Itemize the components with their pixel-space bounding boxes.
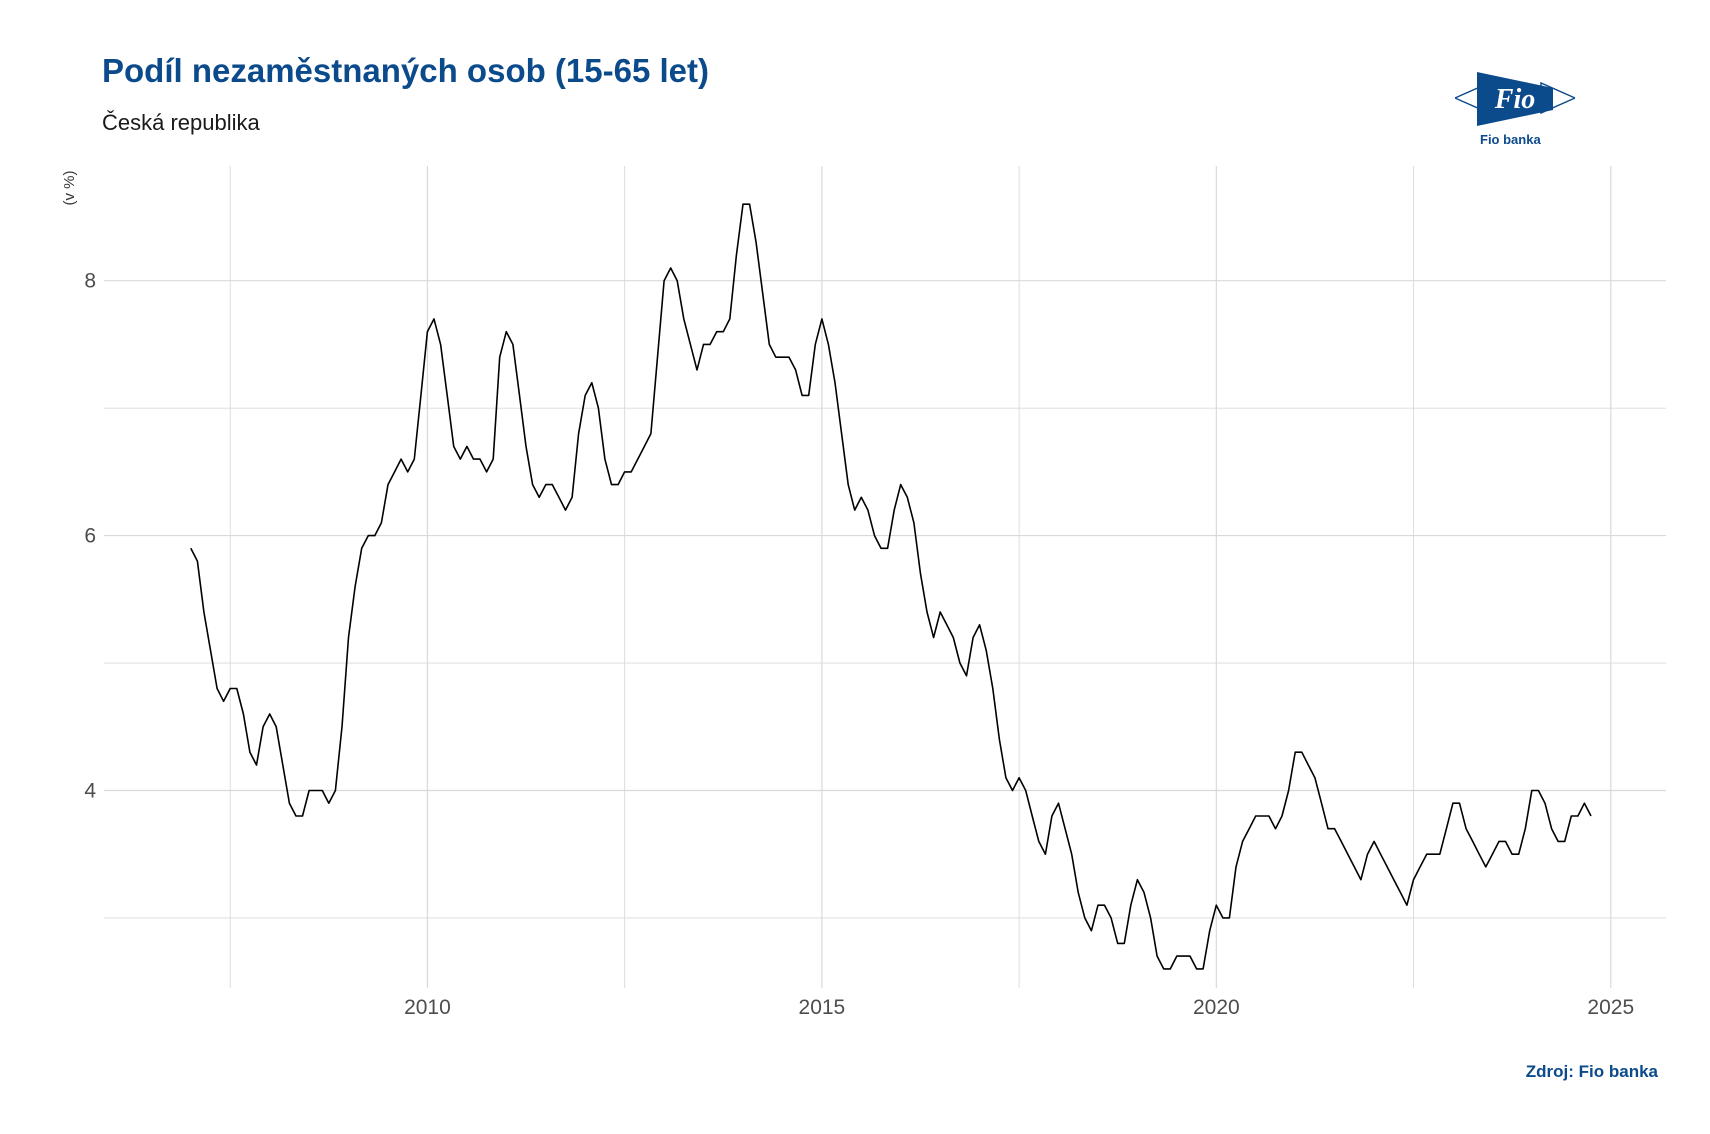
logo-bank-name: Fio banka [1480,132,1541,147]
chart-title: Podíl nezaměstnaných osob (15-65 let) [102,52,709,89]
y-axis-label: (v %) [61,171,78,206]
x-tick-label: 2010 [404,996,451,1019]
x-tick-label: 2020 [1193,996,1240,1019]
source-note: Zdroj: Fio banka [1525,1062,1658,1081]
y-axis-ticks: 4 6 8 [84,270,96,803]
y-tick-label: 6 [84,525,96,548]
y-tick-label: 4 [84,779,96,802]
x-axis-ticks: 2010 2015 2020 2025 [404,996,1634,1019]
y-tick-label: 8 [84,270,96,293]
fio-banka-logo-icon: Fio [1453,68,1577,150]
x-tick-label: 2025 [1587,996,1634,1019]
x-tick-label: 2015 [799,996,846,1019]
chart-subtitle: Česká republika [102,110,260,135]
grid-lines [104,166,1666,988]
logo-wordmark: Fio [1494,84,1535,115]
series-line [190,203,1592,970]
data-series [190,203,1592,970]
